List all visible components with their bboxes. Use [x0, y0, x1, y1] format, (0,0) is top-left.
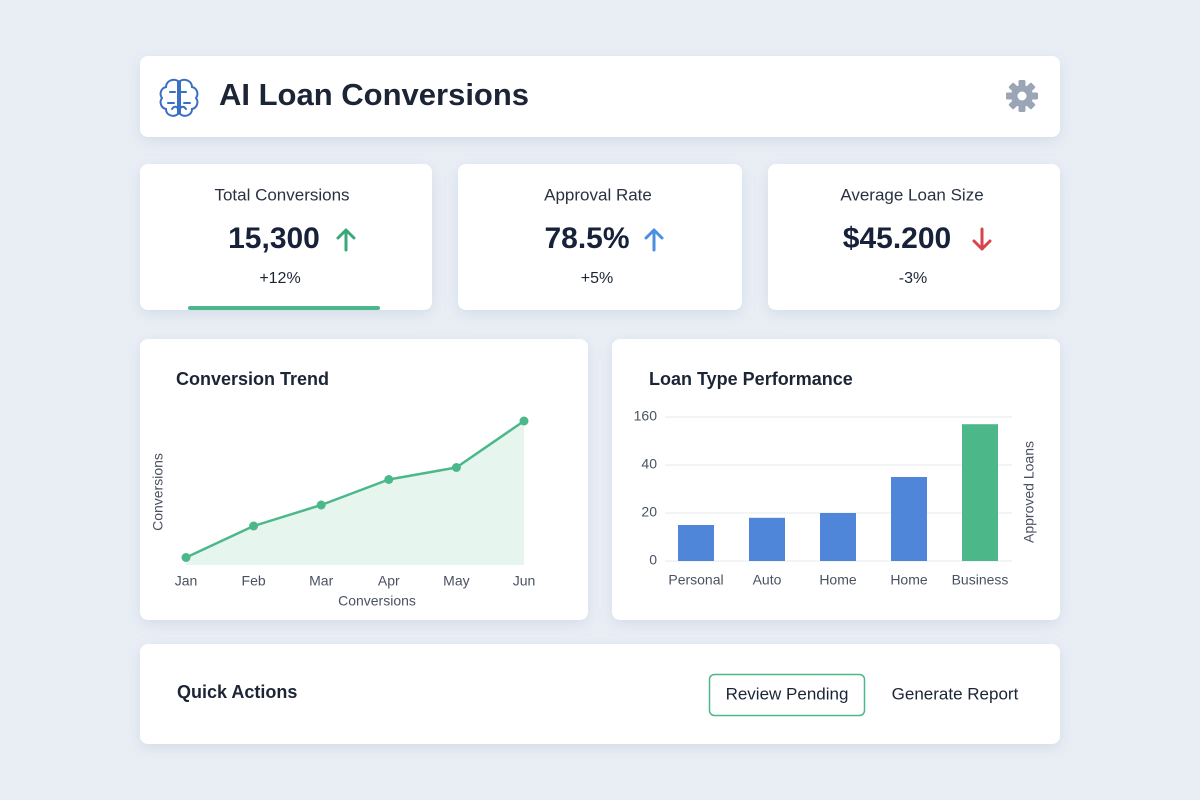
kpi-label: Average Loan Size [840, 185, 983, 204]
kpi-value: $45.200 [843, 222, 951, 255]
kpi-change: -3% [899, 270, 927, 287]
chart-card [612, 339, 1060, 620]
quick-actions-card [140, 644, 1060, 744]
x-axis-label: Conversions [338, 593, 416, 609]
x-tick-label: Personal [668, 572, 723, 588]
x-tick-label: Mar [309, 573, 333, 589]
bar [678, 525, 714, 561]
bar [891, 477, 927, 561]
header-card [140, 56, 1060, 137]
kpi-card [140, 164, 432, 310]
point [316, 500, 326, 510]
y-tick-label: 0 [649, 552, 657, 568]
point [384, 475, 394, 484]
x-tick-label: Home [890, 572, 928, 588]
button-frame [708, 673, 866, 717]
y-tick-label: 20 [641, 504, 657, 520]
x-tick-label: Jan [175, 573, 198, 589]
active-indicator [188, 306, 380, 310]
generate-report-button[interactable]: Generate Report [880, 674, 1030, 716]
charts: Jan Feb Mar Apr May Jun 0 20 40 160 Personal Auto Ho… [175, 408, 1012, 589]
x-tick-label: Apr [378, 573, 400, 589]
bar [820, 513, 856, 561]
review-pending-button[interactable]: Review Pending [708, 673, 866, 717]
point [181, 553, 191, 562]
kpi-change: +5% [581, 270, 613, 287]
x-tick-label: Business [952, 572, 1009, 588]
section-title: Quick Actions [177, 682, 297, 702]
chart-title: Conversion Trend [176, 369, 329, 389]
page-title: AI Loan Conversions [219, 77, 529, 112]
trend-up-icon [644, 228, 664, 252]
point [249, 521, 259, 531]
settings-button[interactable] [1006, 80, 1038, 112]
x-tick-label: Auto [753, 572, 782, 588]
kpi-change: +12% [259, 270, 300, 287]
x-tick-label: May [443, 573, 469, 589]
y-tick-label: 160 [634, 408, 658, 424]
y-axis-label: Conversions [150, 453, 166, 531]
bar [749, 517, 785, 561]
point [451, 463, 461, 472]
button-label: Generate Report [892, 684, 1019, 703]
kpi-card [768, 164, 1060, 310]
kpi-value: 78.5% [544, 222, 629, 255]
chart-card [140, 339, 588, 620]
x-tick-label: Jun [513, 573, 536, 589]
bar [962, 424, 998, 561]
trend-down-icon [972, 227, 992, 251]
x-tick-label: Feb [242, 573, 266, 589]
button-label: Review Pending [726, 684, 849, 703]
kpi-label: Total Conversions [214, 185, 349, 204]
point [519, 416, 529, 426]
chart-title: Loan Type Performance [649, 369, 853, 389]
kpi-value: 15,300 [228, 222, 320, 255]
line [185, 419, 525, 559]
y-tick-label: 40 [641, 456, 657, 472]
y2-axis-label: Approved Loans [1021, 441, 1037, 543]
x-tick-label: Home [819, 572, 857, 588]
trend-up-icon [336, 228, 356, 252]
kpi-label: Approval Rate [544, 185, 652, 204]
brain-icon [159, 78, 199, 117]
kpi-card [458, 164, 742, 310]
